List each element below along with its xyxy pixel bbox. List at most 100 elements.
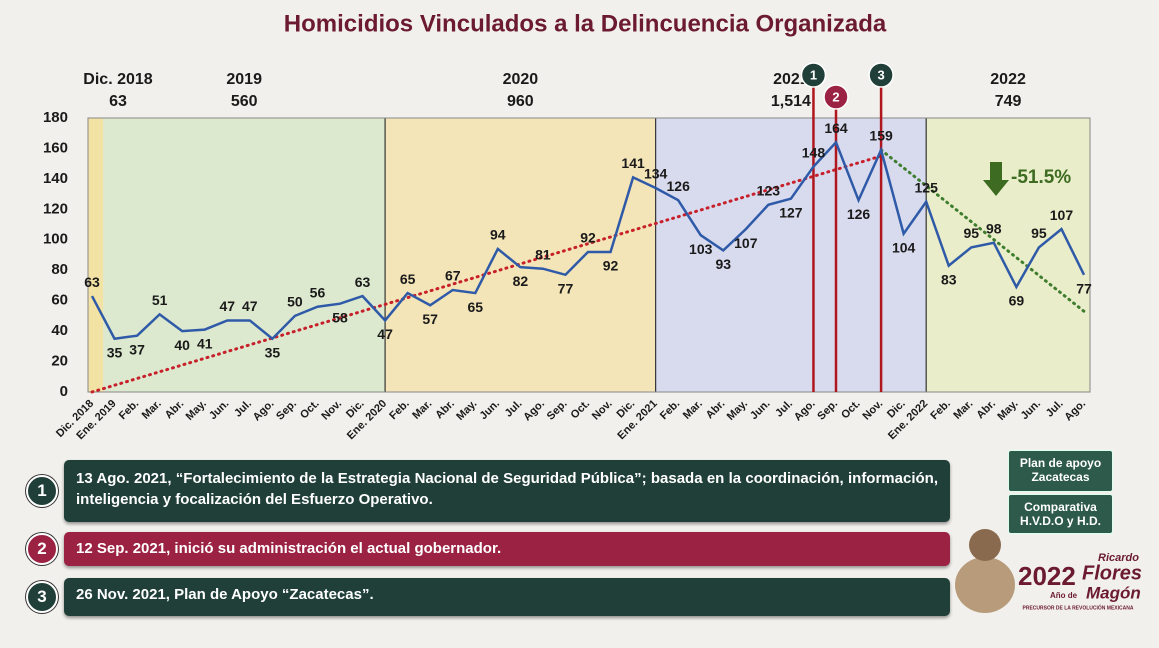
value-label: 93 bbox=[715, 256, 731, 272]
y-tick-label: 120 bbox=[43, 200, 68, 217]
x-tick-label: Nov. bbox=[860, 398, 885, 423]
button[interactable]: Plan de apoyo Zacatecas bbox=[1008, 450, 1113, 492]
change-arrow bbox=[983, 162, 1009, 196]
x-tick-label: Abr. bbox=[974, 398, 998, 422]
value-label: 57 bbox=[422, 311, 438, 327]
value-label: 107 bbox=[734, 235, 758, 251]
x-tick-label: Mar. bbox=[681, 398, 705, 422]
x-tick-label: Jun. bbox=[207, 398, 231, 422]
value-label: 63 bbox=[84, 274, 100, 290]
value-label: 67 bbox=[445, 268, 461, 284]
period-total: 749 bbox=[995, 93, 1022, 110]
logo: 2022 Año de Ricardo Flores Magón PRECURS… bbox=[955, 529, 1142, 613]
plot-frame bbox=[87, 117, 1091, 393]
value-label: 123 bbox=[757, 182, 781, 198]
x-tick-label: Abr. bbox=[433, 398, 457, 422]
event-text: 26 Nov. 2021, Plan de Apoyo “Zacatecas”. bbox=[64, 578, 950, 616]
value-label: 104 bbox=[892, 239, 916, 255]
event-badge-number: 1 bbox=[810, 67, 817, 82]
x-tick-label: Jun. bbox=[478, 398, 502, 422]
period-total: 560 bbox=[231, 93, 258, 110]
y-tick-label: 140 bbox=[43, 170, 68, 187]
period-band bbox=[103, 118, 386, 392]
event-badge bbox=[868, 62, 894, 88]
value-label: 126 bbox=[667, 178, 691, 194]
logo-name: Flores bbox=[1082, 562, 1142, 584]
period-label: 2020 bbox=[503, 71, 539, 88]
event-text: 12 Sep. 2021, inició su administración e… bbox=[64, 532, 950, 566]
x-tick-label: May. bbox=[995, 398, 1020, 423]
logo-name: Ricardo bbox=[1098, 552, 1139, 564]
button[interactable]: Comparativa H.V.D.O y H.D. bbox=[1008, 494, 1113, 534]
logo-caption: PRECURSOR DE LA REVOLUCIÓN MEXICANA bbox=[1023, 603, 1134, 611]
value-label: 141 bbox=[621, 155, 645, 171]
x-tick-label: May. bbox=[184, 398, 209, 423]
period-total: 1,514 bbox=[771, 93, 811, 110]
x-tick-label: Feb. bbox=[117, 398, 141, 422]
x-tick-label: Mar. bbox=[951, 398, 975, 422]
change-label: -51.5% bbox=[1011, 167, 1071, 188]
value-label: 83 bbox=[941, 271, 957, 287]
x-tick-label: Oct. bbox=[839, 398, 863, 422]
x-tick-label: Jun. bbox=[748, 398, 772, 422]
x-tick-label: Ago. bbox=[792, 398, 818, 424]
value-label: 69 bbox=[1009, 293, 1025, 309]
period-total: 960 bbox=[507, 93, 534, 110]
event-badge-number: 2 bbox=[832, 89, 839, 104]
value-label: 107 bbox=[1050, 207, 1074, 223]
value-label: 77 bbox=[558, 280, 574, 296]
data-line bbox=[90, 140, 1086, 341]
value-label: 47 bbox=[219, 298, 235, 314]
value-label: 58 bbox=[332, 309, 348, 325]
event-badge bbox=[823, 84, 849, 110]
y-tick-label: 40 bbox=[51, 322, 68, 339]
value-label: 95 bbox=[1031, 225, 1047, 241]
event-text: 13 Ago. 2021, “Fortalecimiento de la Est… bbox=[64, 460, 950, 522]
trend-line bbox=[90, 154, 883, 394]
value-label: 94 bbox=[490, 227, 506, 243]
value-label: 126 bbox=[847, 206, 871, 222]
value-label: 47 bbox=[377, 326, 393, 342]
event-number: 2 bbox=[26, 533, 58, 565]
x-tick-label: Mar. bbox=[410, 398, 434, 422]
value-label: 148 bbox=[802, 144, 826, 160]
period-label: 2022 bbox=[990, 71, 1026, 88]
value-label: 98 bbox=[986, 221, 1002, 237]
period-label: Dic. 2018 bbox=[83, 71, 152, 88]
period-total: 63 bbox=[109, 93, 127, 110]
event-badge bbox=[800, 62, 827, 88]
y-tick-label: 160 bbox=[43, 139, 68, 156]
x-tick-label: May. bbox=[725, 398, 750, 423]
value-label: 65 bbox=[400, 271, 416, 287]
logo-subtitle: Año de bbox=[1050, 591, 1078, 600]
value-label: 41 bbox=[197, 335, 213, 351]
value-label: 35 bbox=[107, 344, 123, 360]
x-tick-label: May. bbox=[454, 398, 479, 423]
y-tick-label: 60 bbox=[51, 292, 68, 309]
value-label: 37 bbox=[129, 341, 145, 357]
x-tick-label: Ago. bbox=[521, 398, 547, 424]
period-band bbox=[385, 118, 656, 392]
value-label: 125 bbox=[915, 179, 939, 195]
logo-year: 2022 bbox=[1018, 561, 1076, 591]
value-label: 134 bbox=[644, 166, 668, 182]
value-label: 40 bbox=[174, 337, 190, 353]
x-tick-label: Feb. bbox=[928, 398, 952, 422]
event-number: 1 bbox=[26, 475, 58, 507]
x-tick-label: Abr. bbox=[704, 398, 728, 422]
portrait bbox=[969, 529, 1001, 561]
logo-name: Magón bbox=[1086, 583, 1141, 602]
period-band bbox=[88, 118, 104, 392]
x-tick-label: Sep. bbox=[815, 398, 840, 423]
chart-title: Homicidios Vinculados a la Delincuencia … bbox=[284, 10, 887, 37]
value-label: 77 bbox=[1076, 280, 1092, 296]
event-badge-number: 3 bbox=[877, 67, 884, 82]
value-label: 81 bbox=[535, 246, 551, 262]
x-tick-label: Ago. bbox=[251, 398, 277, 424]
x-tick-label: Feb. bbox=[658, 398, 682, 422]
x-tick-label: Jun. bbox=[1019, 398, 1043, 422]
y-tick-label: 0 bbox=[60, 383, 68, 400]
x-tick-label: Mar. bbox=[140, 398, 164, 422]
